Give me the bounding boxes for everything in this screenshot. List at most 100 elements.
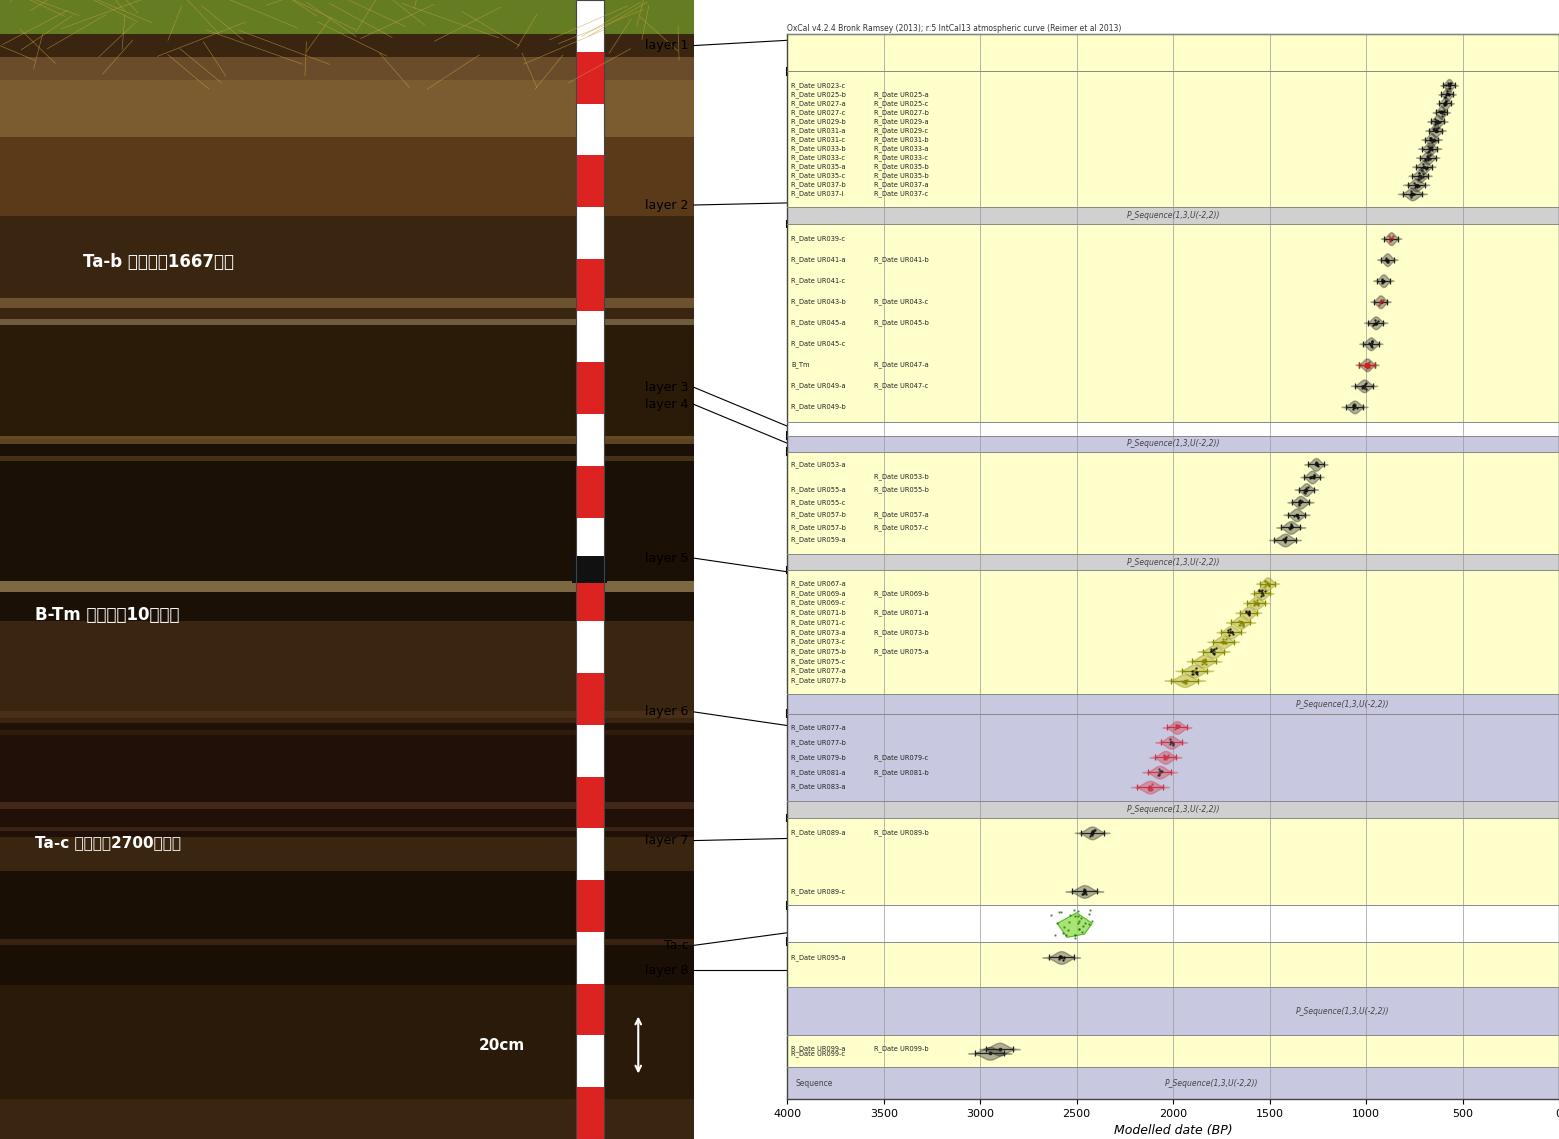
Bar	[575, 932, 603, 984]
Bar	[575, 0, 603, 1139]
Text: R_Date UR077-a: R_Date UR077-a	[790, 667, 847, 674]
Text: R_Date UR053-a: R_Date UR053-a	[790, 461, 847, 468]
Text: R_Date UR035-b: R_Date UR035-b	[875, 172, 929, 179]
Text: R_Date UR037-l: R_Date UR037-l	[790, 190, 843, 197]
Bar	[787, 206, 1559, 223]
Text: R_Date UR083-a: R_Date UR083-a	[790, 784, 847, 790]
Bar	[0, 730, 694, 735]
Bar	[0, 319, 694, 456]
Text: R_Date UR033-b: R_Date UR033-b	[790, 146, 847, 151]
Bar	[0, 319, 694, 325]
Text: R_Date UR025-b: R_Date UR025-b	[790, 91, 847, 98]
Text: R_Date UR089-c: R_Date UR089-c	[790, 888, 845, 895]
Bar	[0, 80, 694, 148]
Text: R_Date UR075-c: R_Date UR075-c	[790, 658, 845, 664]
Bar	[0, 723, 694, 837]
Text: R_Date UR023-c: R_Date UR023-c	[790, 82, 845, 89]
Text: R_Date UR029-a: R_Date UR029-a	[875, 118, 929, 125]
Bar	[0, 439, 694, 621]
Text: R_Date UR057-a: R_Date UR057-a	[875, 511, 929, 518]
Bar	[0, 410, 694, 433]
Text: R_Date UR079-c: R_Date UR079-c	[875, 754, 928, 761]
Bar	[787, 714, 1559, 801]
Bar	[0, 827, 694, 831]
Text: R_Date UR069-c: R_Date UR069-c	[790, 600, 845, 606]
Bar	[787, 554, 1559, 570]
Text: layer 6: layer 6	[645, 705, 689, 719]
Text: R_Date UR045-c: R_Date UR045-c	[790, 341, 845, 347]
Bar	[0, 0, 694, 34]
Bar	[575, 777, 603, 828]
Bar	[787, 906, 1559, 942]
Text: layer 1: layer 1	[645, 39, 689, 52]
Text: R_Date UR043-c: R_Date UR043-c	[875, 298, 928, 305]
Bar	[0, 456, 694, 461]
Bar	[0, 298, 694, 308]
Text: R_Date UR041-a: R_Date UR041-a	[790, 256, 847, 263]
Text: R_Date UR099-b: R_Date UR099-b	[875, 1046, 929, 1052]
Text: P_Sequence(1,3,U(-2,2)): P_Sequence(1,3,U(-2,2))	[1296, 699, 1389, 708]
Bar	[787, 570, 1559, 695]
Bar	[575, 621, 603, 673]
Bar	[575, 155, 603, 207]
Text: layer 2: layer 2	[645, 198, 689, 212]
Bar	[575, 466, 603, 518]
Bar	[0, 228, 694, 330]
Text: R_Date UR081-b: R_Date UR081-b	[875, 769, 929, 776]
Text: R_Date UR057-b: R_Date UR057-b	[790, 511, 847, 518]
Text: R_Date UR027-c: R_Date UR027-c	[790, 109, 845, 116]
Text: layer 8: layer 8	[645, 964, 689, 977]
Bar	[0, 871, 694, 985]
Bar	[575, 311, 603, 362]
Text: R_Date UR035-a: R_Date UR035-a	[790, 163, 847, 170]
Text: R_Date UR037-b: R_Date UR037-b	[790, 181, 847, 188]
Text: R_Date UR041-c: R_Date UR041-c	[790, 277, 845, 284]
Text: R_Date UR045-b: R_Date UR045-b	[875, 319, 929, 326]
Bar	[0, 939, 694, 945]
Bar	[0, 917, 694, 951]
Text: R_Date UR071-b: R_Date UR071-b	[790, 609, 847, 616]
Text: R_Date UR055-c: R_Date UR055-c	[790, 499, 845, 506]
Text: R_Date UR099-c: R_Date UR099-c	[790, 1050, 845, 1057]
Text: R_Date UR049-b: R_Date UR049-b	[790, 403, 847, 410]
Bar	[0, 581, 694, 592]
Bar	[575, 570, 603, 621]
Text: B-Tm 火山炁（10世紀）: B-Tm 火山炁（10世紀）	[34, 606, 179, 624]
Bar	[572, 556, 606, 583]
X-axis label: Modelled date (BP): Modelled date (BP)	[1113, 1124, 1233, 1138]
Text: R_Date UR041-b: R_Date UR041-b	[875, 256, 929, 263]
Bar	[787, 452, 1559, 554]
Text: R_Date UR037-a: R_Date UR037-a	[875, 181, 929, 188]
Text: layer 7: layer 7	[645, 834, 689, 847]
Bar	[787, 435, 1559, 452]
Bar	[575, 207, 603, 259]
Text: R_Date UR057-b: R_Date UR057-b	[790, 524, 847, 531]
Text: R_Date UR075-a: R_Date UR075-a	[875, 648, 929, 655]
Text: R_Date UR033-c: R_Date UR033-c	[790, 154, 845, 161]
Text: R_Date UR035-c: R_Date UR035-c	[790, 172, 845, 179]
Text: R_Date UR031-a: R_Date UR031-a	[790, 128, 845, 134]
Text: R_Date UR037-c: R_Date UR037-c	[875, 190, 928, 197]
Bar	[575, 518, 603, 570]
Bar	[0, 262, 694, 296]
Bar	[575, 415, 603, 466]
Text: R_Date UR029-b: R_Date UR029-b	[790, 118, 847, 125]
Bar	[787, 34, 1559, 72]
Text: R_Date UR033-a: R_Date UR033-a	[875, 146, 929, 151]
Text: R_Date UR033-c: R_Date UR033-c	[875, 154, 928, 161]
Text: Ta-c: Ta-c	[664, 939, 689, 952]
Text: R_Date UR029-c: R_Date UR029-c	[875, 128, 928, 134]
Bar	[575, 724, 603, 777]
Text: R_Date UR073-b: R_Date UR073-b	[875, 629, 929, 636]
Bar	[575, 362, 603, 415]
Polygon shape	[1057, 912, 1093, 937]
Text: R_Date UR079-b: R_Date UR079-b	[790, 754, 847, 761]
Bar	[787, 801, 1559, 818]
Text: P_Sequence(1,3,U(-2,2)): P_Sequence(1,3,U(-2,2))	[1296, 1007, 1389, 1016]
Text: R_Date UR027-a: R_Date UR027-a	[790, 100, 847, 107]
Bar	[0, 711, 694, 718]
Text: R_Date UR069-a: R_Date UR069-a	[790, 590, 847, 597]
Text: P_Sequence(1,3,U(-2,2)): P_Sequence(1,3,U(-2,2))	[1127, 558, 1219, 567]
Text: R_Date UR069-b: R_Date UR069-b	[875, 590, 929, 597]
Bar	[575, 828, 603, 880]
